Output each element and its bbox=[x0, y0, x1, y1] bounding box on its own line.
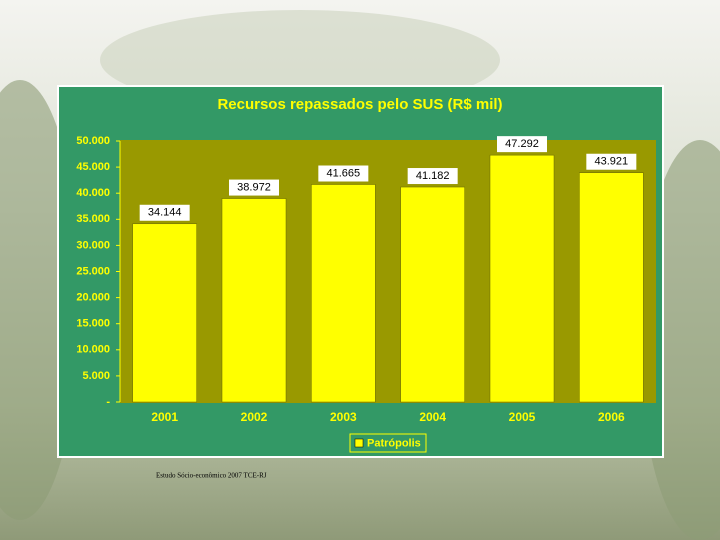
y-tick-label: 50.000 bbox=[76, 135, 110, 147]
legend-label: Patrópolis bbox=[367, 437, 421, 449]
bar bbox=[221, 198, 287, 403]
value-label: 38.972 bbox=[237, 181, 271, 193]
y-tick-label: 10.000 bbox=[76, 344, 110, 356]
y-tick-label: - bbox=[106, 396, 110, 408]
plot-area bbox=[120, 140, 656, 403]
bar bbox=[132, 223, 197, 403]
bar bbox=[400, 186, 465, 403]
value-label-box bbox=[318, 165, 369, 182]
x-tick-label: 2006 bbox=[598, 410, 625, 424]
y-tick-label: 40.000 bbox=[76, 187, 110, 199]
y-tick-label: 20.000 bbox=[76, 292, 110, 304]
y-tick-label: 45.000 bbox=[76, 161, 110, 173]
value-label-box bbox=[586, 153, 637, 170]
x-tick-label: 2004 bbox=[419, 410, 446, 424]
y-tick-label: 30.000 bbox=[76, 239, 110, 251]
value-label: 47.292 bbox=[505, 138, 539, 150]
x-tick-label: 2001 bbox=[151, 410, 178, 424]
y-tick-label: 35.000 bbox=[76, 213, 110, 225]
bar bbox=[489, 154, 555, 403]
plot: - 5.000 10.000 15.000 20.000 25.000 30.000 35.0… bbox=[76, 135, 644, 453]
y-tick-label: 15.000 bbox=[76, 318, 110, 330]
bar bbox=[311, 184, 376, 403]
value-label: 41.182 bbox=[416, 170, 450, 182]
value-label-box bbox=[139, 204, 190, 221]
x-tick-label: 2003 bbox=[330, 410, 357, 424]
value-label: 41.665 bbox=[327, 167, 361, 179]
x-tick-label: 2005 bbox=[509, 410, 536, 424]
value-label-box bbox=[229, 179, 279, 196]
legend-swatch bbox=[354, 438, 364, 448]
value-label-box bbox=[407, 168, 458, 185]
legend-box bbox=[349, 433, 427, 453]
chart-title: Recursos repassados pelo SUS (R$ mil) bbox=[217, 96, 502, 113]
value-label: 34.144 bbox=[148, 207, 182, 219]
value-label: 43.921 bbox=[595, 156, 629, 168]
x-tick-label: 2002 bbox=[241, 410, 268, 424]
bar bbox=[579, 172, 644, 403]
y-tick-label: 25.000 bbox=[76, 265, 110, 277]
y-tick-label: 5.000 bbox=[82, 370, 110, 382]
value-label-box bbox=[497, 136, 547, 153]
footnote: Estudo Sócio-econômico 2007 TCE-RJ bbox=[156, 472, 267, 480]
